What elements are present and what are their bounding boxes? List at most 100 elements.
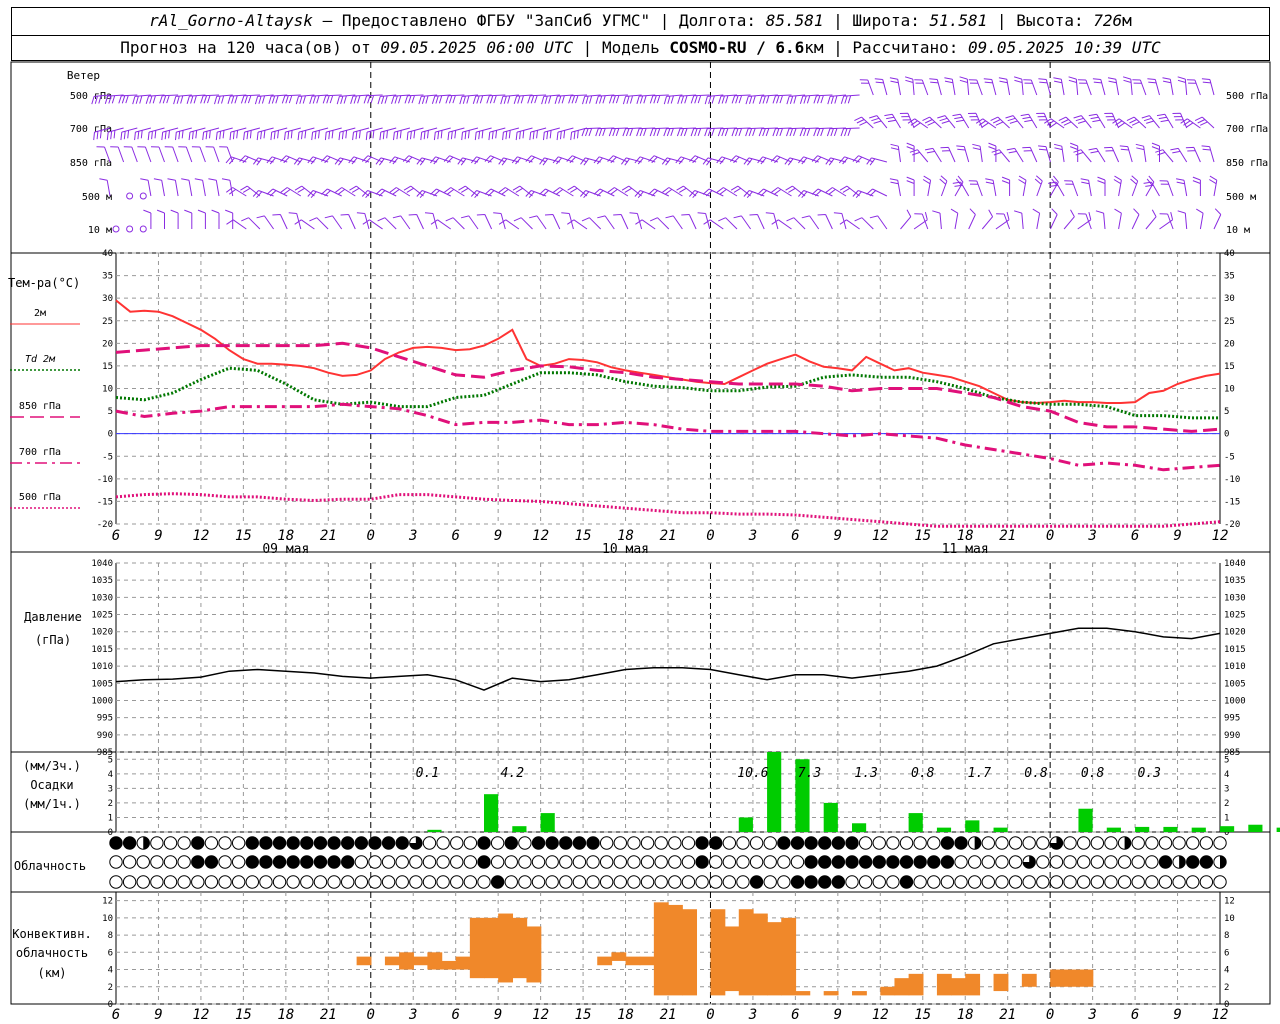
pressure-tick-left: 1035 <box>91 576 113 586</box>
conv-bar <box>894 978 910 996</box>
temp-tick-right: 30 <box>1224 294 1235 304</box>
precip-bar <box>1276 827 1280 832</box>
cloud-symbol <box>504 855 518 869</box>
precip-tick-right: 0 <box>1224 828 1229 838</box>
temp-x-tick: 3 <box>748 528 757 544</box>
cloud-symbol <box>490 855 505 869</box>
precip-sum-label: 7.3 <box>798 766 821 781</box>
wind-barb <box>243 127 261 141</box>
cloud-symbol <box>1077 836 1091 850</box>
wind-barb <box>840 127 860 137</box>
precip-sum-label: 0.1 <box>416 766 439 781</box>
wind-barb <box>745 94 765 105</box>
wind-barb <box>256 215 275 230</box>
cloud-symbol <box>286 836 300 850</box>
cloud-symbol <box>1104 875 1118 889</box>
conv-tick-right: 6 <box>1224 948 1229 958</box>
wind-barb <box>443 155 465 164</box>
wind-barb <box>361 155 383 164</box>
wind-barb <box>226 187 247 197</box>
wind-barb <box>484 155 506 164</box>
cloud-symbol <box>668 836 682 850</box>
cloud-symbol <box>177 855 191 869</box>
lon-label: Долгота: <box>679 11 757 30</box>
wind-barb <box>745 127 765 137</box>
lat-value: 51.581 <box>929 11 988 30</box>
wind-barb <box>239 155 261 164</box>
wind-barb <box>718 94 738 104</box>
temp-tick-right: -20 <box>1224 520 1240 530</box>
wind-barb <box>145 94 165 104</box>
cloud-symbol <box>327 875 341 889</box>
cloud-symbol <box>599 875 614 889</box>
wind-barb <box>1156 113 1174 129</box>
wind-barb <box>811 155 833 164</box>
wind-barb <box>749 214 765 230</box>
wind-barb <box>1112 118 1133 129</box>
precip-bar <box>427 829 442 832</box>
wind-barb <box>1186 79 1201 96</box>
cloud-symbol <box>150 836 164 850</box>
pressure-tick-right: 1030 <box>1224 593 1246 603</box>
cloud-symbol <box>1145 855 1159 869</box>
wind-level-right: 10 м <box>1226 225 1250 236</box>
cloud-symbol <box>1199 875 1214 889</box>
cloud-symbol <box>586 836 600 850</box>
wind-barb <box>1177 210 1188 230</box>
pressure-tick-right: 1040 <box>1224 559 1246 569</box>
calc-label: Рассчитано: <box>852 38 959 57</box>
precip-tick-left: 2 <box>108 799 113 809</box>
temp-x-tick: 12 <box>532 528 549 544</box>
wind-barb <box>1013 210 1024 230</box>
wind-barb <box>662 187 683 197</box>
cloud-symbol <box>1158 855 1173 869</box>
wind-barb <box>784 157 806 166</box>
cloud-symbol <box>736 875 750 889</box>
wind-barb <box>826 127 847 137</box>
conv-bar <box>752 913 768 996</box>
wind-barb <box>254 94 274 105</box>
wind-barb <box>1177 76 1188 96</box>
wind-barb <box>208 178 220 197</box>
cloud-symbol <box>1145 836 1159 850</box>
cloud-symbol <box>450 855 464 869</box>
wind-barb <box>96 146 111 163</box>
wind-barb <box>582 94 601 105</box>
cloud-symbol <box>940 875 955 889</box>
precip-sum-label: 1.3 <box>854 766 877 781</box>
cloud-symbol <box>163 855 178 869</box>
wind-barb <box>665 215 683 230</box>
cloud-symbol <box>559 855 573 869</box>
wind-barb <box>363 94 383 104</box>
precip-tick-left: 1 <box>108 813 113 823</box>
cloud-symbol <box>218 855 232 869</box>
pressure-tick-right: 1035 <box>1224 576 1246 586</box>
conv-x-tick: 6 <box>112 1007 120 1023</box>
conv-bar <box>880 986 896 996</box>
wind-barb <box>281 94 301 104</box>
cloud-symbol <box>463 875 478 889</box>
wind-barb <box>431 94 451 104</box>
conv-x-tick: 12 <box>1212 1007 1229 1023</box>
cloud-symbol <box>872 875 886 889</box>
temp-tick-left: 15 <box>102 362 113 372</box>
wind-barb <box>91 94 111 105</box>
conv-x-tick: 18 <box>277 1007 294 1023</box>
conv-tick-left: 12 <box>102 897 113 907</box>
wind-barb <box>433 127 451 141</box>
cloud-symbol <box>981 855 995 869</box>
temp-tick-left: 40 <box>102 249 113 259</box>
series-t700 <box>115 402 1221 472</box>
cloud-symbol <box>477 855 491 869</box>
precip-tick-right: 5 <box>1224 755 1229 765</box>
cloud-symbol <box>1131 836 1145 850</box>
wind-barb <box>541 94 560 105</box>
precip-sum-label: 0.8 <box>911 766 935 781</box>
wind-barb <box>952 181 970 197</box>
cloud-symbol <box>695 836 709 850</box>
wind-barb <box>321 155 342 164</box>
conv-x-tick: 15 <box>914 1007 931 1023</box>
cloud-symbol <box>1213 855 1227 869</box>
wind-barb <box>621 185 642 197</box>
cloud-symbol <box>477 836 491 850</box>
